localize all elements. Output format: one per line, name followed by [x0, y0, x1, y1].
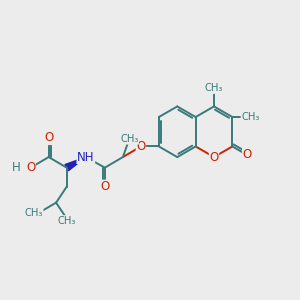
Text: O: O — [26, 161, 35, 174]
Text: O: O — [136, 140, 146, 153]
Polygon shape — [65, 157, 86, 171]
Text: CH₃: CH₃ — [241, 112, 260, 122]
Text: CH₃: CH₃ — [58, 216, 76, 226]
Text: O: O — [209, 151, 219, 164]
Text: O: O — [243, 148, 252, 161]
Text: O: O — [44, 131, 53, 145]
Text: NH: NH — [77, 151, 94, 164]
Text: H: H — [11, 161, 20, 174]
Text: O: O — [100, 180, 110, 193]
Text: CH₃: CH₃ — [25, 208, 43, 218]
Text: CH₃: CH₃ — [205, 83, 223, 93]
Text: CH₃: CH₃ — [120, 134, 138, 144]
